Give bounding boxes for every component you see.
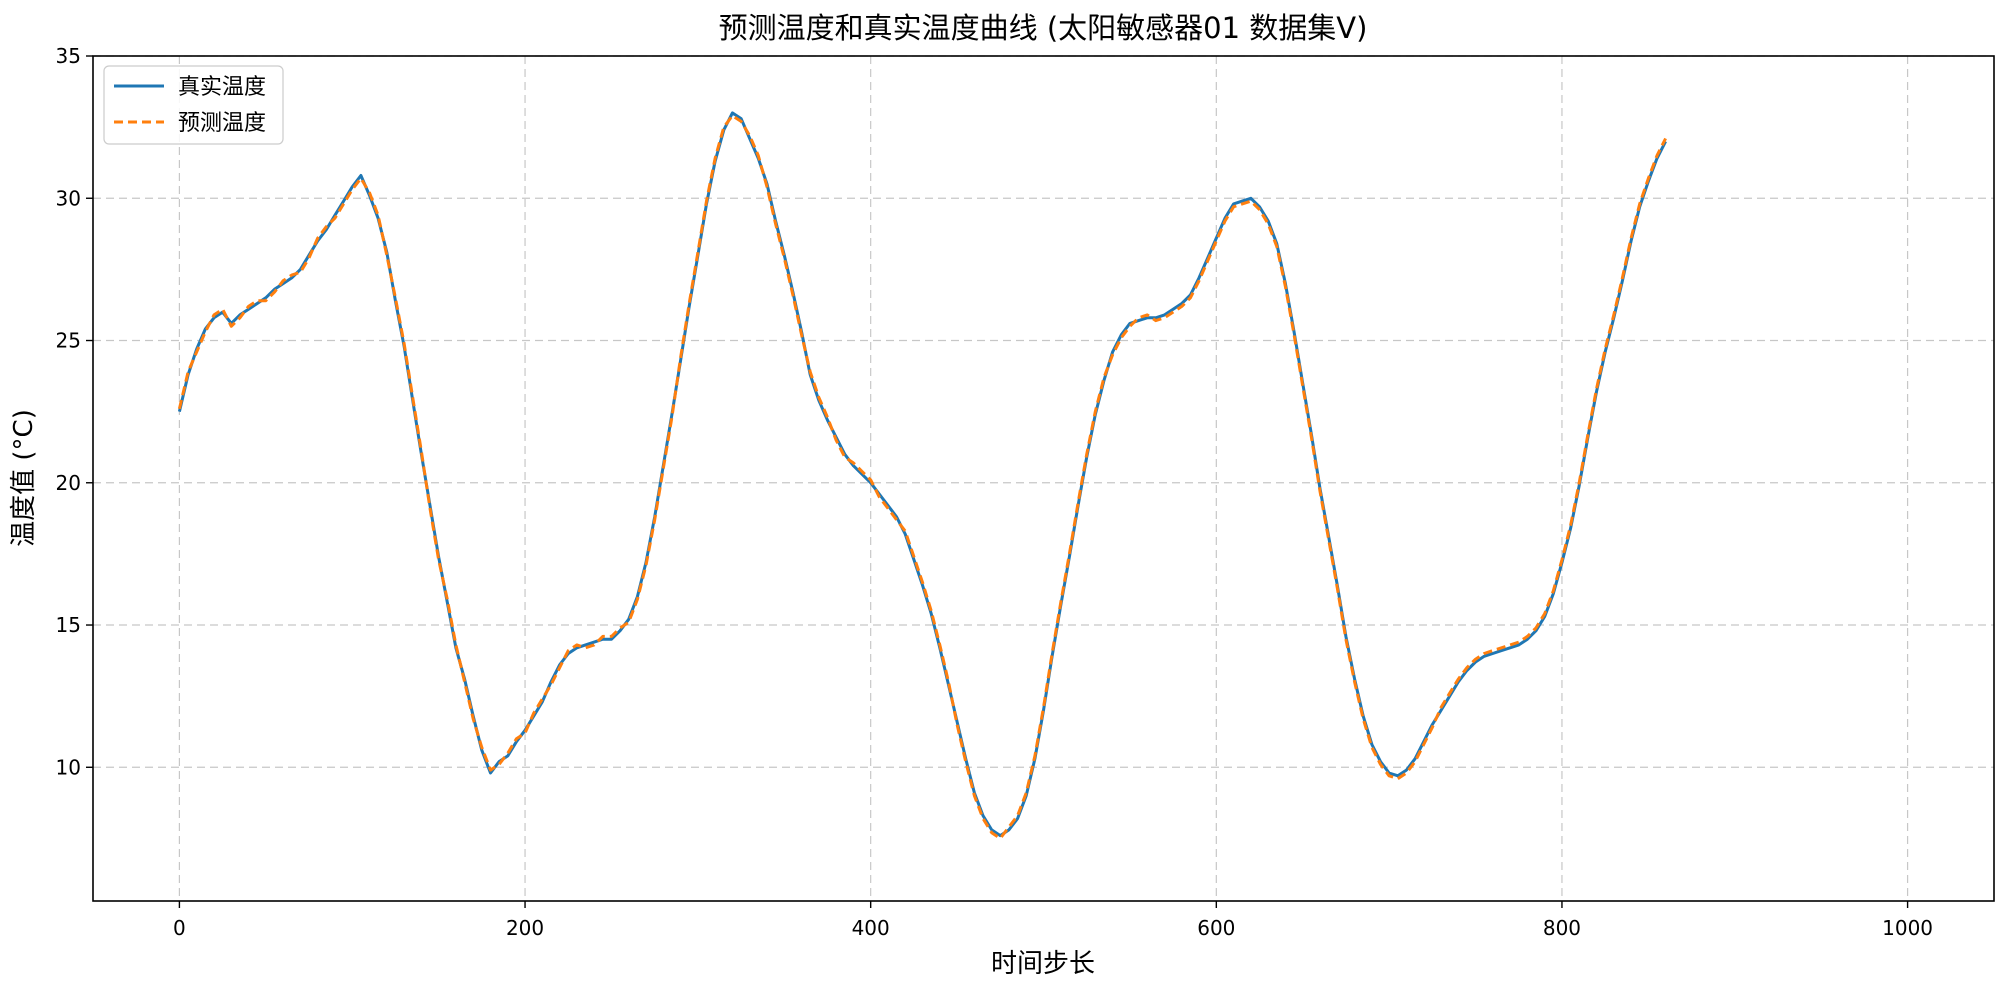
x-tick-label: 800 — [1543, 916, 1581, 940]
y-tick-label: 35 — [56, 44, 81, 68]
legend-label-pred: 预测温度 — [178, 111, 266, 136]
y-axis-label: 温度值 (°C) — [9, 409, 39, 547]
legend: 真实温度 预测温度 — [103, 65, 284, 145]
x-tick-label: 0 — [173, 916, 186, 940]
y-tick-label: 20 — [56, 471, 81, 495]
legend-label-true: 真实温度 — [178, 75, 266, 100]
plot-frame — [92, 55, 1995, 902]
chart-title: 预测温度和真实温度曲线 (太阳敏感器01 数据集V) — [719, 11, 1368, 45]
x-axis-label: 时间步长 — [991, 949, 1095, 979]
y-tick-label: 10 — [56, 755, 81, 779]
series-line-pred — [177, 114, 1667, 840]
x-tick-label: 400 — [852, 916, 890, 940]
y-tick-label: 30 — [56, 186, 81, 210]
series-group — [177, 111, 1667, 840]
x-tick-label: 600 — [1197, 916, 1235, 940]
x-tick-label: 1000 — [1882, 916, 1933, 940]
y-tick-label: 25 — [56, 329, 81, 353]
x-tick-label: 200 — [506, 916, 544, 940]
y-tick-label: 15 — [56, 613, 81, 637]
axes: 0 200 400 600 800 1000 10 15 20 25 30 35 — [56, 44, 1933, 940]
